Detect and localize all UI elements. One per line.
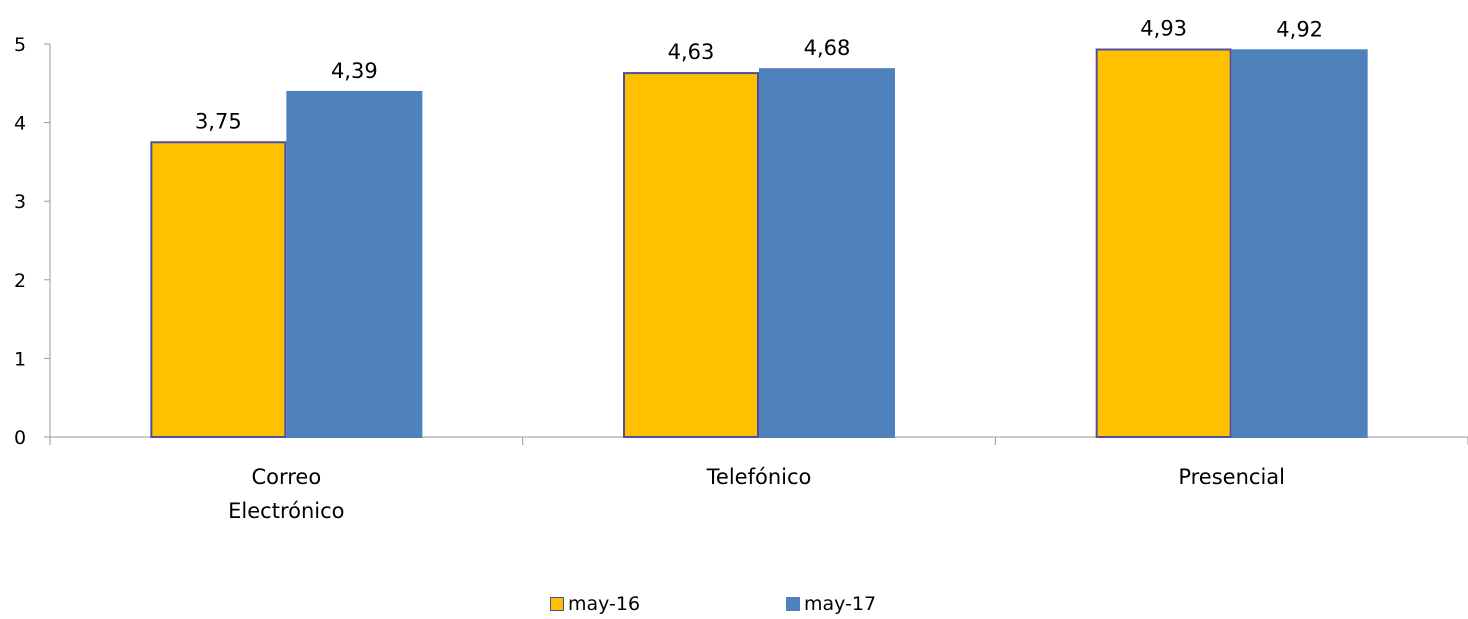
legend-label-series-1: may-16 [568, 593, 641, 615]
y-tick-label: 2 [14, 270, 26, 292]
legend-item-series-1: may-16 [550, 593, 640, 615]
x-category-label: Presencial [1178, 465, 1285, 489]
chart-bars [150, 48, 1368, 439]
legend-item-series-2: may-17 [786, 593, 876, 615]
legend-swatch-series-2 [786, 597, 800, 611]
y-tick-label: 0 [14, 427, 26, 449]
x-category-label: Telefónico [706, 465, 812, 489]
bar-may-17-0 [286, 90, 423, 438]
bar-may-16-0 [150, 141, 287, 438]
legend-swatch-series-1 [550, 597, 564, 611]
data-label: 4,39 [331, 59, 378, 83]
x-category-label: Electrónico [228, 499, 344, 523]
bar-may-17-1 [759, 68, 895, 438]
data-label: 4,93 [1140, 17, 1187, 41]
bar-may-16-2 [1095, 48, 1232, 438]
data-label: 4,92 [1276, 17, 1323, 41]
y-tick-label: 3 [14, 191, 26, 213]
data-label: 4,68 [804, 36, 851, 60]
y-tick-label: 1 [14, 348, 26, 370]
bar-may-17-2 [1231, 49, 1368, 439]
y-tick-label: 4 [14, 113, 26, 135]
y-tick-label: 5 [14, 34, 26, 56]
bar-chart: 0 1 2 3 4 5 3,75 4,39 Correo Electrónico 4,63 4,68… [14, 17, 1468, 523]
x-category-label: Correo [251, 465, 321, 489]
data-label: 3,75 [195, 109, 242, 133]
data-label: 4,63 [668, 40, 715, 64]
legend-label-series-2: may-17 [804, 593, 877, 615]
bar-may-16-1 [623, 72, 759, 438]
chart-labels: 3,75 4,39 Correo Electrónico 4,63 4,68 Telefón… [195, 17, 1323, 523]
chart-legend: may-16 may-17 [0, 593, 1468, 619]
